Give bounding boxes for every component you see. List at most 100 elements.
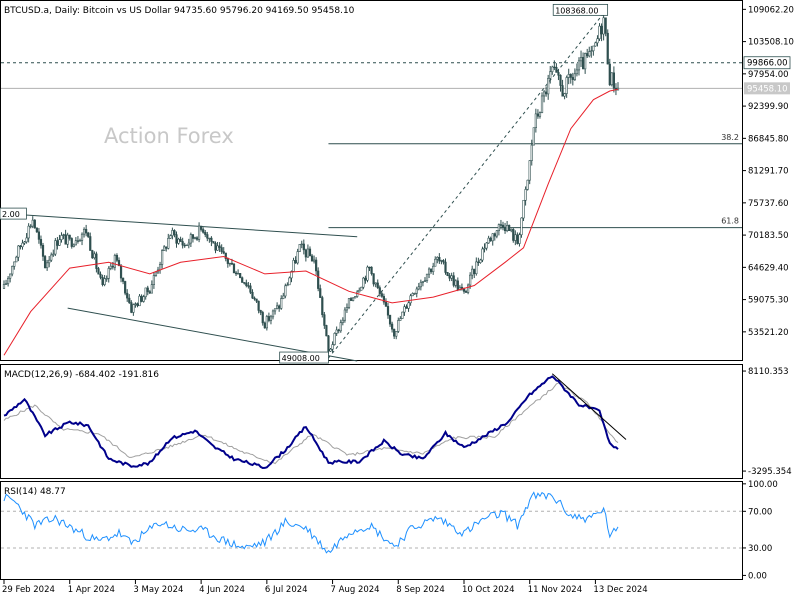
candle-body — [187, 242, 190, 246]
price-y-tick-label: 97954.00 — [748, 70, 789, 80]
candle-body — [142, 296, 145, 302]
candle-body — [440, 260, 443, 262]
candle-body — [362, 277, 365, 288]
candle-body — [66, 234, 69, 245]
candle-body — [185, 244, 188, 247]
candle-body — [11, 266, 14, 275]
candle-body — [273, 308, 277, 312]
candle-body — [475, 261, 478, 275]
price-y-tick-label: 53521.20 — [748, 328, 789, 338]
candle-body — [516, 234, 519, 244]
price-trendline — [12, 213, 358, 238]
fib-level-label: 38.2 — [721, 133, 739, 142]
price-y-tick-label: 103508.10 — [748, 38, 794, 48]
candle-body — [197, 225, 201, 240]
candle-body — [282, 295, 285, 299]
candle-body — [35, 227, 38, 233]
rsi-plot-area — [1, 491, 742, 554]
rsi-y-tick-label: 0.00 — [748, 571, 767, 581]
candle-body — [364, 277, 367, 281]
candle-body — [58, 239, 61, 246]
candle-body — [167, 238, 170, 249]
price-trendline — [328, 13, 605, 359]
candle-body — [559, 74, 562, 86]
candle-body — [413, 292, 416, 295]
candle-body — [569, 74, 572, 78]
candle-body — [405, 306, 408, 309]
rsi-title: RSI(14) 48.77 — [4, 487, 66, 497]
candle-body — [280, 298, 283, 309]
candle-body — [210, 237, 213, 242]
candle-body — [503, 226, 507, 231]
candle-body — [514, 234, 517, 241]
candle-body — [372, 273, 375, 285]
candle-body — [409, 295, 412, 304]
candle-body — [575, 69, 579, 75]
price-plot-area: 38.2 61.8 — [1, 12, 742, 362]
candle-body — [308, 248, 312, 257]
candle-body — [23, 241, 26, 244]
x-axis-tick-label: 29 Feb 2024 — [2, 585, 55, 595]
candle-body — [195, 237, 199, 240]
candle-body — [485, 242, 488, 249]
candle-body — [76, 240, 80, 242]
candle-body — [206, 234, 209, 239]
candle-body — [450, 275, 453, 279]
candle-body — [612, 72, 615, 89]
candle-body — [212, 241, 215, 244]
candle-body — [598, 25, 601, 40]
candle-body — [154, 271, 158, 276]
x-axis-tick-label: 6 Jul 2024 — [265, 585, 308, 595]
x-axis-tick-label: 1 Apr 2024 — [68, 585, 115, 595]
candle-body — [382, 296, 385, 303]
candle-body — [189, 234, 192, 244]
candle-body — [366, 266, 369, 281]
candle-body — [520, 217, 523, 236]
candle-body — [64, 234, 67, 245]
price-annotation-box — [279, 351, 329, 364]
candle-body — [347, 298, 351, 308]
price-y-tick-label: 86845.80 — [748, 134, 789, 144]
candle-body — [216, 245, 219, 251]
candle-body — [263, 322, 266, 329]
candle-body — [175, 234, 178, 244]
candle-body — [177, 238, 180, 244]
candle-body — [4, 283, 8, 285]
candle-body — [253, 297, 256, 300]
candle-body — [15, 256, 18, 263]
candle-body — [542, 91, 546, 97]
candle-body — [317, 270, 320, 289]
candle-body — [29, 225, 32, 228]
candle-body — [522, 199, 525, 219]
candle-body — [501, 224, 505, 228]
candle-body — [442, 260, 445, 263]
candle-body — [427, 268, 431, 275]
price-annotation-box — [0, 207, 27, 220]
x-axis-tick-label: 13 Dec 2024 — [593, 585, 647, 595]
candle-body — [349, 298, 353, 301]
candle-body — [82, 228, 86, 235]
candle-body — [39, 239, 43, 246]
candle-body — [200, 225, 203, 230]
candle-body — [204, 232, 207, 235]
candle-body — [158, 264, 162, 271]
candle-body — [62, 234, 65, 236]
candle-body — [493, 233, 496, 237]
candle-body — [489, 237, 492, 242]
candle-body — [466, 284, 470, 293]
candle-body — [117, 260, 121, 267]
x-axis-tick-label: 3 May 2024 — [133, 585, 183, 595]
candle-body — [608, 63, 611, 86]
labels: 108368.00 49008.00 2.00 — [0, 3, 609, 364]
macd-signal-line — [3, 382, 619, 465]
candle-body — [555, 66, 558, 73]
candle-body — [327, 335, 330, 352]
candle-body — [134, 303, 137, 305]
candle-body — [329, 348, 332, 352]
candle-body — [218, 245, 221, 248]
candle-body — [374, 282, 377, 285]
candle-body — [380, 293, 383, 297]
candle-body — [397, 320, 400, 332]
candle-body — [259, 310, 262, 313]
